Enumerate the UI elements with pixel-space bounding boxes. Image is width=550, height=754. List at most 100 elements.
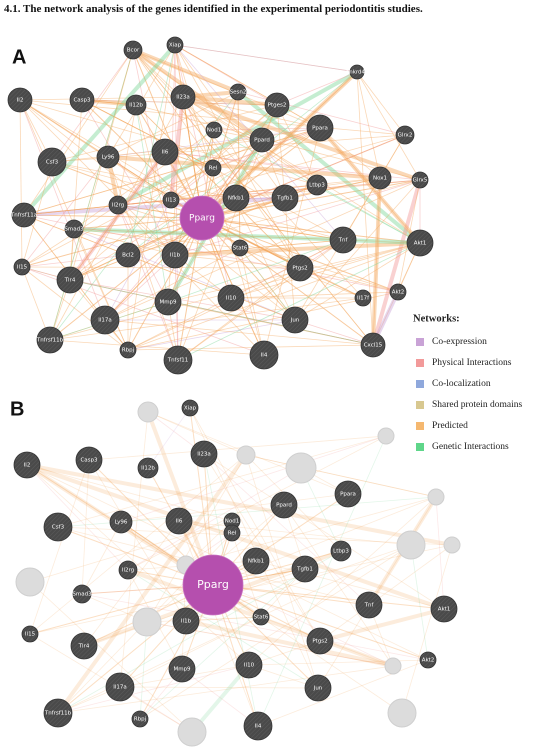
edge [174,254,301,269]
node [249,127,275,153]
legend-label: Co-expression [432,337,487,347]
edge [139,621,148,720]
node-label: Xiap [184,406,197,412]
edge [410,544,429,661]
faded-node [427,488,445,506]
edge [69,279,374,346]
faded-node [15,567,45,597]
edge [201,217,421,244]
edge [174,179,421,256]
heading: 4.1. The network analysis of the genes i… [4,3,423,15]
node [406,229,434,257]
edge [299,267,399,293]
edge [201,127,321,219]
node [161,241,189,269]
edge [294,319,374,346]
node-label: Glrx5 [413,178,428,184]
edge [131,48,264,142]
edge [104,319,374,346]
edge [107,156,179,361]
edge [164,151,381,179]
edge [127,71,358,256]
edge [135,104,421,181]
node-label: Akt1 [414,241,427,247]
node [64,219,84,239]
edge [132,48,239,94]
node-label: Il12b [129,103,143,109]
node [21,625,39,643]
node [37,147,67,177]
edge [69,99,83,281]
edge [276,71,358,106]
edge [29,581,193,733]
edge [245,454,319,689]
node [123,40,143,60]
edge [182,96,321,129]
edge [371,177,382,346]
edge [73,227,421,245]
edge [23,199,172,216]
node-label: Csf3 [52,525,65,531]
edge [316,184,421,244]
node [7,87,33,113]
node-label: Tlr4 [64,278,76,284]
edge [81,521,122,595]
node [181,399,199,417]
node-label: Akt2 [422,658,435,664]
node-label: Rbpj [134,717,147,723]
edge [57,550,342,714]
node [131,710,149,728]
edge [174,44,358,73]
node [43,698,73,728]
edge [372,177,381,346]
node-label: Nox1 [373,176,387,182]
node [389,283,407,301]
legend-label: Shared protein domains [432,400,523,410]
edge [139,568,306,720]
edge [73,228,296,321]
edge [245,454,437,498]
node [291,555,319,583]
edge [239,247,265,356]
node-label: Tlr4 [78,644,90,650]
node-label: Ptgs2 [312,639,327,645]
edge [73,129,215,230]
faded-node [137,401,159,423]
edge [21,161,53,268]
edge [104,247,241,321]
faded-node [285,452,317,484]
node [222,184,250,212]
edge [127,435,387,571]
edge [21,139,263,268]
node [182,554,244,616]
edge [212,584,429,661]
edge [119,616,262,688]
node-label: Csf3 [46,160,59,166]
node [306,627,334,655]
node-label: Tnf [364,603,375,609]
faded-node [387,698,417,728]
node-label: Mmp9 [159,300,177,306]
edge [182,95,421,182]
node-label: Il2rg [112,203,124,209]
edge [83,520,180,647]
edge [276,104,296,321]
edge [107,91,239,158]
edge [73,228,176,256]
legend-swatch [416,443,424,451]
edge [319,544,453,642]
node-label: Tnfrsf11b [36,338,64,344]
legend-label: Co-localization [432,379,491,389]
node [231,239,249,257]
nodes: Bcor Xiap Il2 Casp3 Il12b Il23a Sesn2 Ptges2 Ank… [7,36,461,747]
edge [135,104,301,269]
node [334,480,362,508]
edge [135,104,169,303]
node-label: Il10 [244,663,255,669]
edge [201,217,374,346]
node [242,547,270,575]
edge [117,70,358,207]
edge [127,344,374,351]
edge [69,151,166,281]
edge [19,99,301,269]
